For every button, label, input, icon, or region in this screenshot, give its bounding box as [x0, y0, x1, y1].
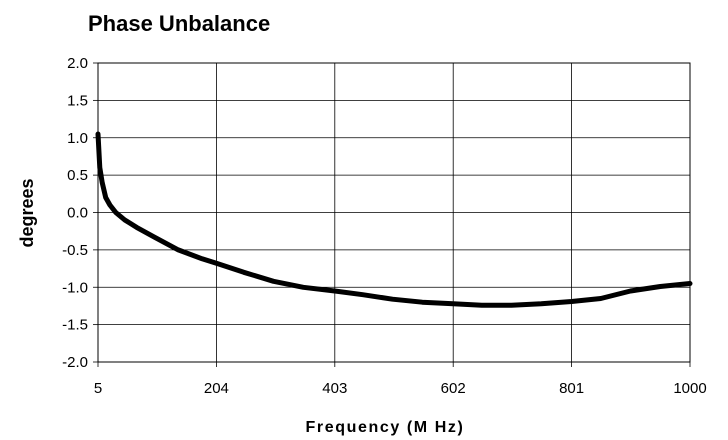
x-tick-label: 204: [204, 380, 229, 397]
tick-labels: 2.0 1.5 1.0 0.5 0.0 -0.5 -1.0 -1.5 -2.0 5 204 403 60…: [62, 55, 707, 397]
x-tick-label: 403: [322, 380, 347, 397]
x-tick-label: 1000: [673, 380, 706, 397]
y-tick-label: 0.5: [67, 167, 88, 184]
x-tick-label: 5: [94, 380, 102, 397]
x-axis-title: Frequency (M Hz): [306, 419, 465, 436]
y-tick-label: 0.0: [67, 205, 88, 222]
x-tick-label: 602: [441, 380, 466, 397]
grid: [93, 62, 691, 367]
y-tick-label: 2.0: [67, 55, 88, 72]
y-tick-label: 1.5: [67, 92, 88, 109]
y-tick-label: -2.0: [62, 354, 88, 371]
y-tick-label: -0.5: [62, 242, 88, 259]
series-line: [95, 131, 693, 308]
y-axis-title: degrees: [17, 178, 37, 247]
y-tick-label: -1.0: [62, 279, 88, 296]
y-tick-label: -1.5: [62, 317, 88, 334]
plot-border: [97, 62, 691, 363]
chart-title: Phase Unbalance: [88, 11, 270, 36]
y-tick-label: 1.0: [67, 130, 88, 147]
plot-area: [95, 131, 693, 308]
x-tick-label: 801: [559, 380, 584, 397]
